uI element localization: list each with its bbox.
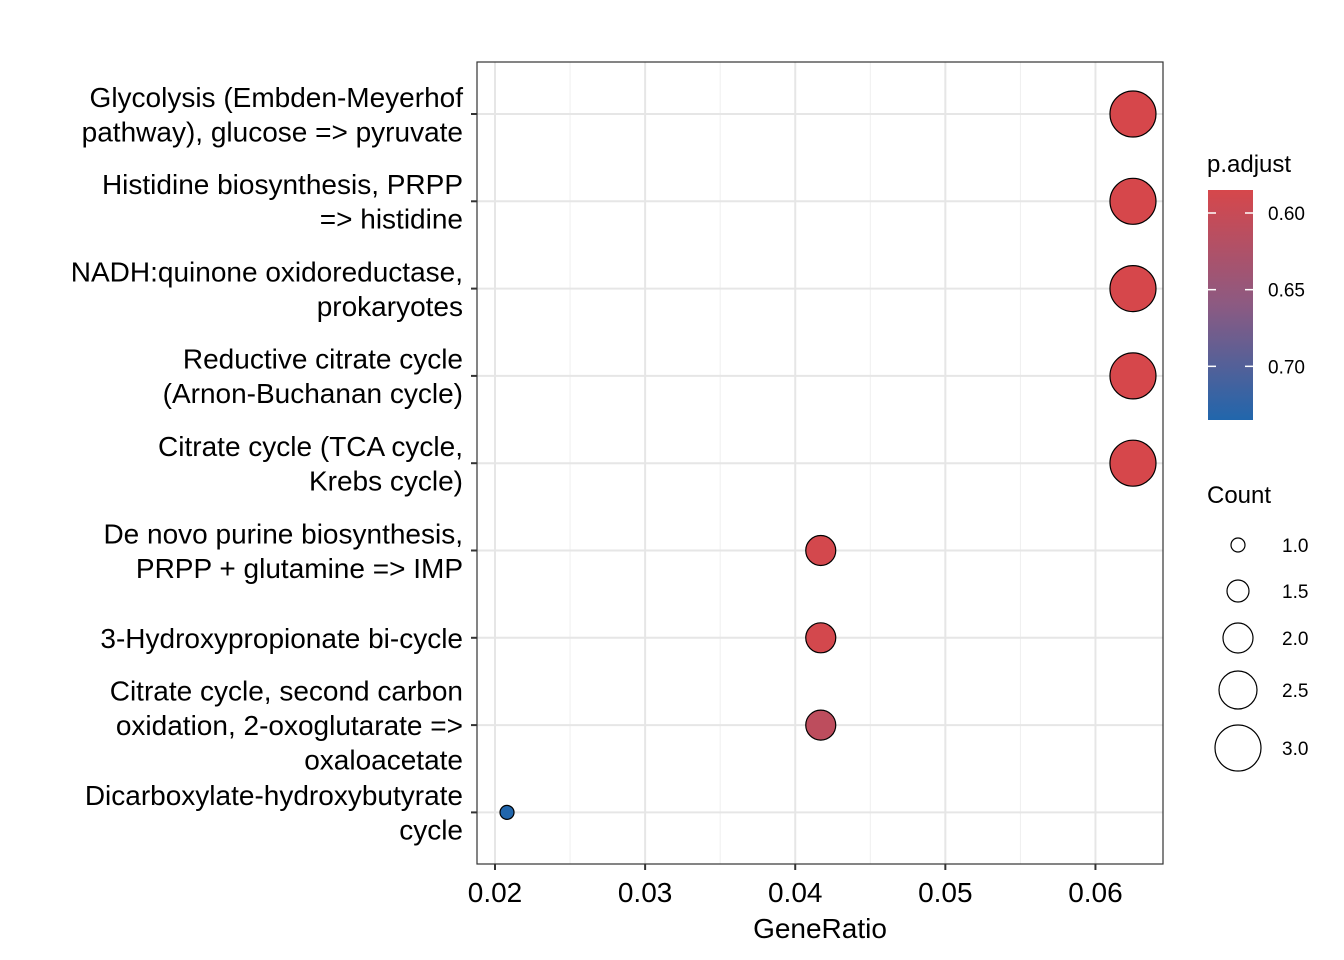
color-legend-title: p.adjust	[1207, 151, 1291, 178]
size-legend-title: Count	[1207, 482, 1271, 509]
y-tick-label: Citrate cycle (TCA cycle, Krebs cycle)	[158, 431, 463, 497]
y-tick-label: 3-Hydroxypropionate bi-cycle	[100, 623, 463, 654]
data-point	[1109, 439, 1157, 487]
data-point	[1109, 265, 1157, 313]
size-legend-label: 2.0	[1282, 629, 1308, 650]
x-axis: 0.02 0.03 0.04 0.05 0.06	[468, 864, 1123, 908]
x-tick-label: 0.03	[618, 877, 673, 908]
size-legend: Count 1.0 1.5 2.0 2.5 3.0	[1207, 482, 1308, 772]
y-tick-label: NADH:quinone oxidoreductase, prokaryotes	[71, 256, 463, 322]
x-axis-title: GeneRatio	[753, 913, 887, 944]
y-tick-label: De novo purine biosynthesis, PRPP + gluta…	[103, 518, 463, 584]
color-legend-tick-label: 0.65	[1268, 281, 1305, 302]
x-tick-label: 0.04	[768, 877, 823, 908]
size-legend-circle	[1226, 579, 1250, 603]
data-point	[805, 709, 837, 741]
color-legend-ticks: 0.60 0.65 0.70	[1208, 204, 1305, 378]
size-legend-label: 1.5	[1282, 582, 1308, 603]
data-point	[805, 622, 837, 654]
y-axis: Glycolysis (Embden-Meyerhof pathway), glu…	[71, 82, 477, 846]
x-tick-label: 0.05	[918, 877, 973, 908]
y-tick-label: Reductive citrate cycle (Arnon-Buchanan c…	[163, 344, 463, 410]
size-legend-circle	[1214, 724, 1262, 772]
color-legend-tick-label: 0.60	[1268, 204, 1305, 225]
x-tick-label: 0.06	[1068, 877, 1123, 908]
data-point	[1109, 90, 1157, 138]
size-legend-label: 1.0	[1282, 536, 1308, 557]
size-legend-circle	[1222, 622, 1254, 654]
size-legend-circle	[1218, 670, 1258, 710]
data-points	[499, 90, 1157, 821]
y-tick-label: Histidine biosynthesis, PRPP => histidine	[102, 169, 463, 235]
y-tick-label: Glycolysis (Embden-Meyerhof pathway), glu…	[82, 82, 464, 148]
x-tick-label: 0.02	[468, 877, 523, 908]
color-legend: p.adjust 0.60 0.65 0.70	[1207, 151, 1305, 420]
y-tick-label: Citrate cycle, second carbon oxidation, 2…	[110, 676, 463, 776]
size-legend-label: 3.0	[1282, 739, 1308, 760]
data-point	[499, 804, 515, 821]
size-legend-label: 2.5	[1282, 681, 1308, 702]
color-legend-tick-label: 0.70	[1268, 357, 1305, 378]
data-point	[1109, 352, 1157, 400]
y-tick-label: Dicarboxylate-hydroxybutyrate cycle	[85, 780, 463, 846]
data-point	[805, 534, 837, 567]
color-legend-bar	[1208, 190, 1253, 420]
size-legend-items: 1.0 1.5 2.0 2.5 3.0	[1214, 536, 1308, 772]
data-point	[1109, 177, 1157, 225]
size-legend-circle	[1230, 537, 1246, 553]
